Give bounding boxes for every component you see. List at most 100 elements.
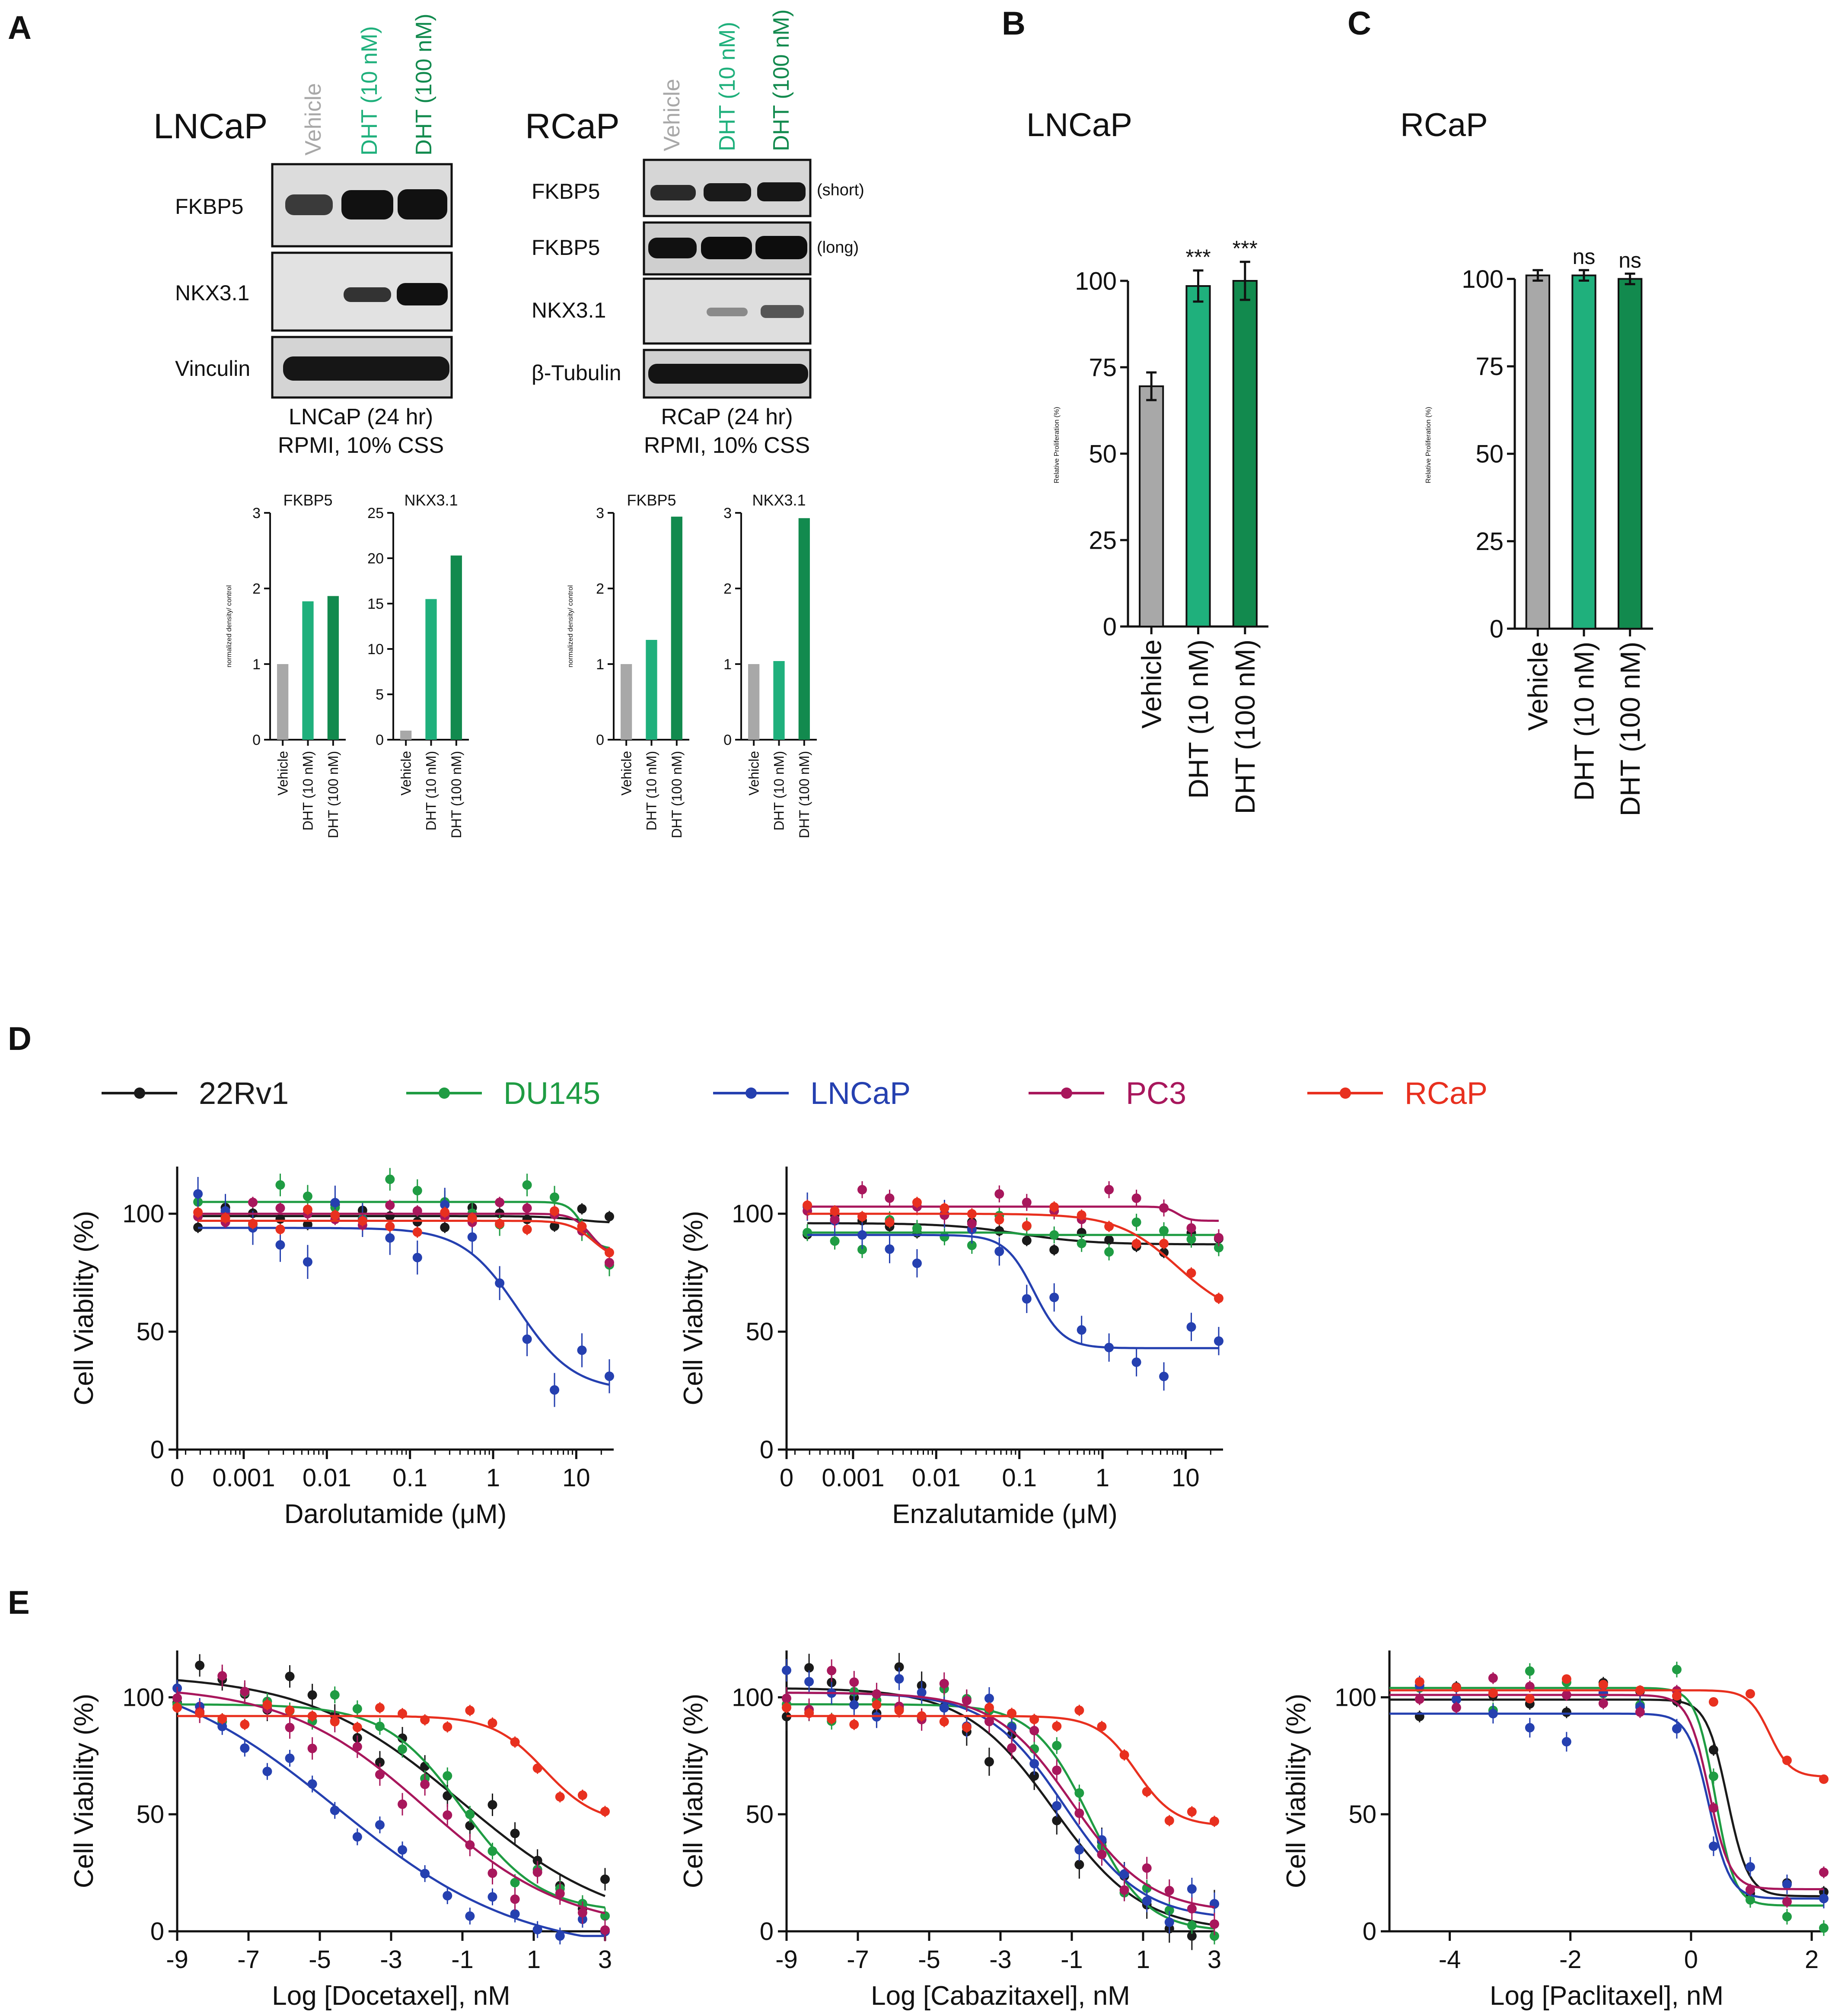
data-point-22Rv1 (275, 1214, 285, 1224)
chart-title: RCaP (1400, 107, 1488, 143)
data-point-LNCaP (522, 1334, 532, 1344)
y-axis-label: Relative Proliferation (%) (1425, 407, 1432, 483)
legend-marker (1340, 1087, 1351, 1099)
data-point-RCaP (872, 1700, 882, 1710)
data-point-LNCaP (917, 1688, 927, 1698)
y-tick-label: 3 (596, 505, 604, 521)
chart-a4-rcap-nkx31: 0 1 2 3 Vehicle DHT (10 nM) DHT (100 nM) NKX3.1 (723, 491, 817, 838)
data-point-PC3 (385, 1200, 395, 1210)
data-point-LNCaP (1119, 1869, 1129, 1879)
band (341, 190, 393, 219)
y-tick-label: 0 (1103, 613, 1117, 641)
rcap-lane-dht100: DHT (100 nM) (769, 10, 794, 151)
data-point-PC3 (412, 1206, 422, 1216)
data-point-RCaP (1414, 1677, 1424, 1687)
data-point-RCaP (577, 1221, 587, 1231)
data-point-PC3 (172, 1693, 182, 1703)
data-point-DU145 (830, 1236, 840, 1246)
y-tick-label: 3 (723, 505, 732, 521)
data-point-LNCaP (1214, 1336, 1223, 1346)
x-tick-label: -7 (847, 1946, 869, 1974)
data-point-DU145 (940, 1232, 949, 1242)
data-point-PC3 (1074, 1808, 1084, 1818)
data-point-PC3 (1097, 1850, 1107, 1860)
data-point-22Rv1 (285, 1672, 295, 1682)
x-tick-label: -4 (1439, 1946, 1461, 1974)
fit-curve-DU145 (198, 1201, 610, 1249)
category-label: DHT (10 nM) (1568, 642, 1599, 801)
data-point-LNCaP (495, 1278, 505, 1288)
data-point-RCaP (398, 1709, 408, 1719)
band (344, 287, 391, 302)
data-point-LNCaP (1782, 1879, 1792, 1889)
data-point-LNCaP (275, 1240, 285, 1250)
data-point-RCaP (220, 1213, 230, 1223)
y-tick-label: 0 (760, 1436, 774, 1464)
data-point-RCaP (443, 1722, 452, 1732)
data-point-PC3 (275, 1203, 285, 1213)
data-point-22Rv1 (487, 1800, 497, 1810)
fit-curve-LNCaP (198, 1227, 610, 1386)
data-point-PC3 (849, 1677, 859, 1687)
data-point-DU145 (385, 1174, 395, 1184)
category-label: Vehicle (618, 751, 634, 795)
band (761, 305, 804, 318)
chart-a1-lncap-fkbp5: 0 1 2 3 Vehicle DHT (10 nM) DHT (100 nM) FKBP5 n… (226, 491, 346, 838)
x-tick-label: -9 (166, 1946, 188, 1974)
bar (327, 596, 339, 740)
category-label: DHT (100 nM) (669, 751, 685, 838)
data-point-22Rv1 (600, 1874, 610, 1884)
fit-curve-DU145 (787, 1703, 1215, 1930)
y-tick-label: 100 (1335, 1683, 1376, 1711)
data-point-PC3 (1159, 1203, 1169, 1213)
data-point-DU145 (1782, 1912, 1792, 1922)
y-tick-label: 50 (1348, 1800, 1376, 1828)
rcap-note-short: (short) (817, 181, 864, 199)
fit-curve-RCaP (1389, 1689, 1824, 1778)
data-point-22Rv1 (1074, 1860, 1084, 1870)
data-point-22Rv1 (604, 1212, 614, 1221)
x-tick-label: 0 (1684, 1946, 1698, 1974)
data-point-RCaP (1097, 1721, 1107, 1731)
lncap-lane-vehicle: Vehicle (301, 83, 326, 156)
data-point-LNCaP (555, 1931, 565, 1941)
data-point-RCaP (1561, 1674, 1571, 1684)
y-tick-label: 0 (150, 1917, 164, 1946)
data-point-22Rv1 (1159, 1247, 1169, 1257)
data-point-RCaP (604, 1248, 614, 1258)
y-tick-label: 0 (150, 1436, 164, 1464)
y-tick-label: 0 (252, 732, 261, 748)
data-point-DU145 (303, 1191, 312, 1201)
data-point-LNCaP (1186, 1322, 1196, 1332)
data-point-PC3 (375, 1770, 385, 1780)
data-point-LNCaP (330, 1806, 340, 1816)
data-point-LNCaP (1451, 1695, 1461, 1704)
data-point-LNCaP (398, 1845, 408, 1855)
y-tick-label: 0 (723, 732, 732, 748)
data-point-LNCaP (330, 1198, 340, 1208)
x-tick-label: -1 (1061, 1946, 1083, 1974)
chart-title: NKX3.1 (404, 491, 458, 509)
band (701, 237, 752, 259)
data-point-RCaP (1819, 1774, 1829, 1784)
bar (773, 661, 785, 740)
panel-letter-b: B (1002, 5, 1026, 42)
y-tick-label: 2 (252, 581, 261, 597)
data-point-RCaP (1745, 1689, 1755, 1699)
lncap-caption-2: RPMI, 10% CSS (278, 433, 444, 458)
data-point-PC3 (1488, 1673, 1498, 1683)
data-point-RCaP (487, 1718, 497, 1728)
data-point-PC3 (443, 1810, 452, 1820)
data-point-RCaP (285, 1705, 295, 1715)
y-tick-label: 20 (367, 550, 384, 567)
x-tick-label: -3 (989, 1946, 1012, 1974)
x-tick-label: 0.001 (822, 1464, 884, 1492)
blot-rcap: RCaP Vehicle DHT (10 nM) DHT (100 nM) FK… (525, 10, 864, 458)
y-tick-label: 100 (732, 1683, 774, 1711)
x-tick-label: 0.1 (1002, 1464, 1037, 1492)
data-point-LNCaP (532, 1925, 542, 1935)
data-point-DU145 (522, 1180, 532, 1190)
bar (1571, 274, 1596, 630)
data-point-RCaP (172, 1703, 182, 1713)
data-point-RCaP (465, 1705, 475, 1715)
